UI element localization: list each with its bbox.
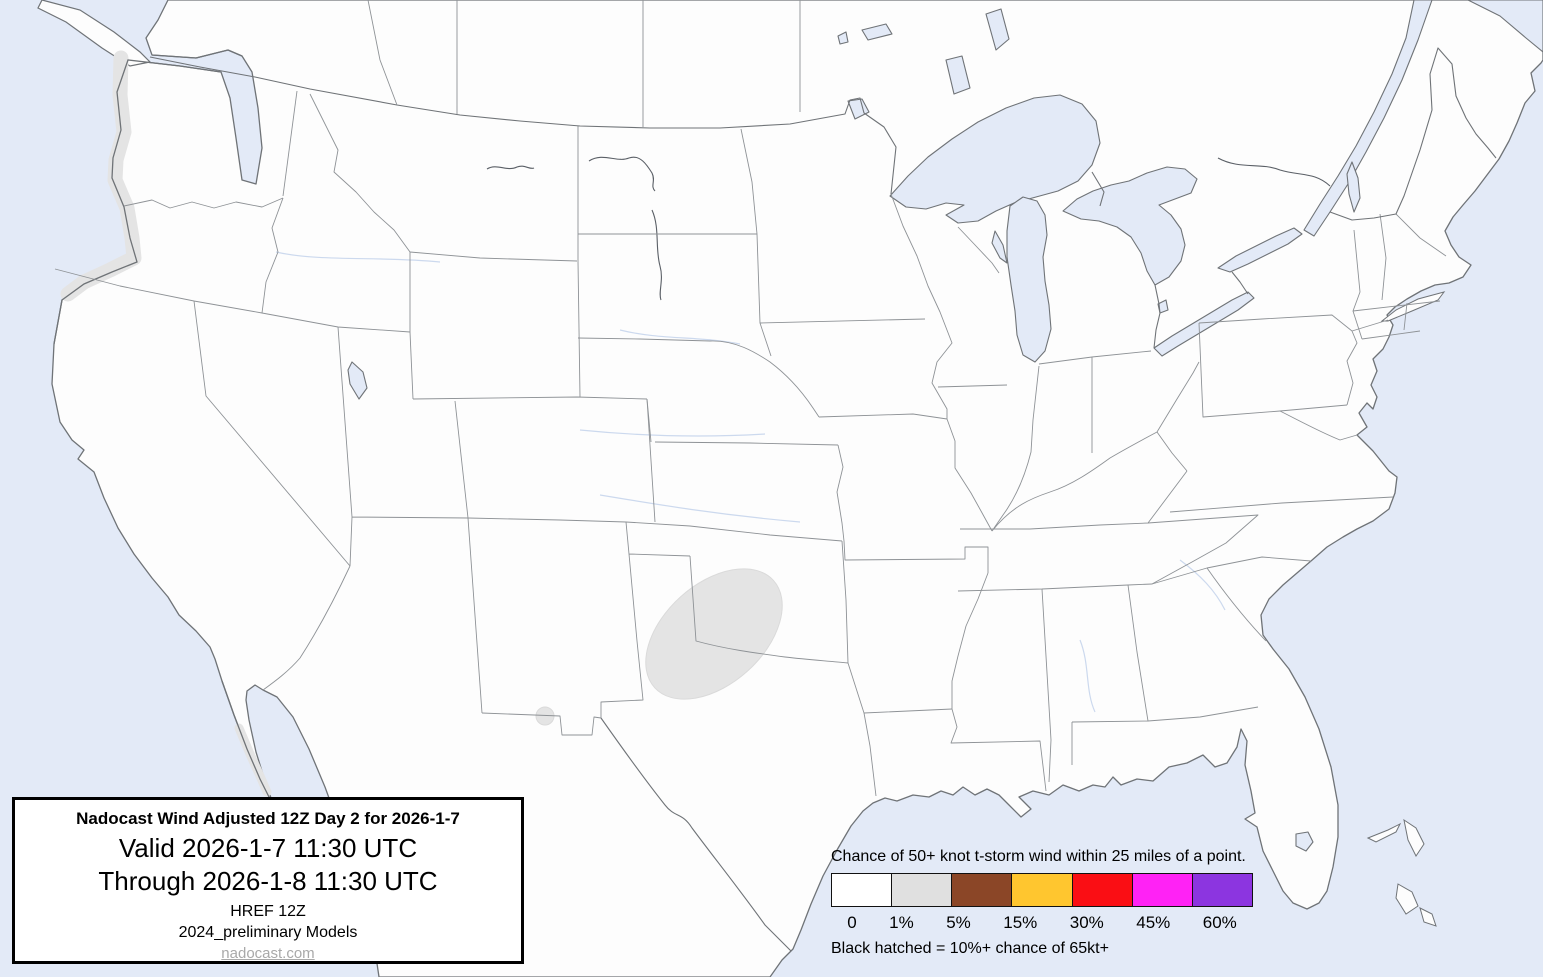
canada-lakes — [837, 8, 1010, 95]
legend-label-15%: 15% — [1003, 913, 1038, 932]
legend-label-60%: 60% — [1202, 913, 1237, 932]
risk-area-pacific-northwest-coast — [60, 50, 142, 302]
vancouver-island — [37, 0, 152, 67]
model-version-line: 2024_preliminary Models — [178, 924, 358, 941]
lake-champlain — [1346, 161, 1361, 213]
legend-label-5%: 5% — [946, 913, 971, 932]
gulf-of-st-lawrence — [1467, 0, 1543, 53]
legend-swatches — [831, 873, 1253, 907]
legend-label-1%: 1% — [889, 913, 914, 932]
legend-title: Chance of 50+ knot t-storm wind within 2… — [831, 848, 1246, 865]
international-borders — [149, 0, 1497, 952]
major-rivers — [486, 156, 1331, 301]
legend-swatch-0 — [832, 874, 892, 906]
lake-superior — [889, 94, 1101, 224]
lake-okeechobee — [1295, 831, 1314, 852]
lake-of-the-woods — [847, 98, 870, 120]
great-lakes — [347, 0, 1543, 852]
lake-michigan — [1006, 196, 1052, 363]
lake-erie — [1153, 291, 1255, 357]
rio-grande-border — [600, 717, 792, 952]
st-lawrence-river — [1303, 0, 1433, 237]
legend-swatch-60% — [1191, 874, 1252, 906]
legend-swatch-1% — [891, 874, 952, 906]
legend-label-45%: 45% — [1136, 913, 1171, 932]
lake-ontario — [1217, 227, 1303, 273]
green-bay — [991, 230, 1008, 264]
forecast-title-box: Nadocast Wind Adjusted 12Z Day 2 for 202… — [12, 797, 524, 964]
legend-label-0: 0 — [847, 913, 857, 932]
great-salt-lake — [347, 361, 368, 400]
legend-label-30%: 30% — [1069, 913, 1104, 932]
legend-swatch-15% — [1011, 874, 1072, 906]
state-borders — [54, 90, 1447, 797]
legend-swatch-5% — [951, 874, 1012, 906]
legend-swatch-45% — [1131, 874, 1192, 906]
risk-area-southern-plains — [645, 568, 783, 700]
canada-border — [149, 56, 897, 195]
through-time-line: Through 2026-1-8 11:30 UTC — [98, 866, 438, 896]
canada-province-lines — [367, 0, 801, 127]
model-name-line: HREF 12Z — [230, 903, 306, 920]
legend-swatch-30% — [1071, 874, 1132, 906]
forecast-header: Nadocast Wind Adjusted 12Z Day 2 for 202… — [76, 809, 460, 828]
legend-hatched-note: Black hatched = 10%+ chance of 65kt+ — [831, 940, 1109, 957]
valid-time-line: Valid 2026-1-7 11:30 UTC — [118, 833, 418, 863]
probability-legend: Chance of 50+ knot t-storm wind within 2… — [831, 848, 1261, 958]
lake-huron — [1062, 166, 1198, 286]
west-coastline — [53, 49, 273, 804]
nadocast-website-link[interactable]: nadocast.com — [221, 945, 315, 962]
ottawa-river — [1217, 157, 1331, 187]
northeast-border — [1329, 47, 1497, 221]
long-island — [1380, 291, 1446, 322]
bahamas-islands — [1366, 818, 1437, 927]
legend-labels: 0 1% 5% 15% 30% 45% 60% — [831, 913, 1253, 933]
lakes-border-links — [1091, 171, 1249, 349]
